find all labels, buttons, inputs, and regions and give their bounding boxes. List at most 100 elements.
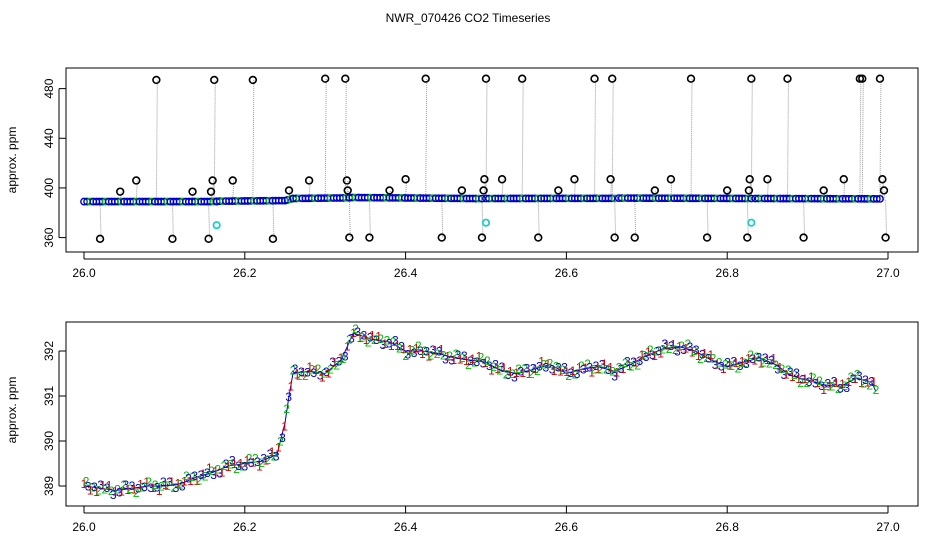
point-symbol: 3: [141, 480, 148, 494]
point-symbol: 1: [407, 342, 414, 356]
point-symbol: 1: [256, 460, 263, 474]
spike-line: [690, 78, 693, 199]
point-symbol: 3: [279, 431, 286, 445]
point-symbol: 2: [616, 360, 623, 374]
point-symbol: 3: [486, 359, 493, 373]
flagged-point: [481, 74, 491, 83]
point-symbol: 1: [168, 475, 175, 489]
point-symbol: 1: [294, 367, 301, 381]
point-symbol: 1: [231, 457, 238, 471]
point-symbol: 1: [770, 352, 777, 366]
flagged-point: [132, 176, 141, 185]
point-symbol: 3: [731, 354, 738, 368]
flagged-point: [268, 234, 278, 244]
flagged-point: [304, 176, 314, 185]
point-symbol: 3: [593, 359, 600, 373]
spike-line: [441, 198, 444, 238]
point-symbol: 2: [321, 367, 328, 381]
top-spike-lines: [99, 78, 888, 239]
spike-line: [212, 180, 215, 202]
point-symbol: 3: [229, 454, 236, 468]
point-symbol: 2: [333, 358, 340, 372]
point-symbol: 2: [816, 374, 823, 388]
point-symbol: 2: [829, 380, 836, 394]
point-symbol: 2: [365, 335, 372, 349]
point-symbol: 3: [166, 475, 173, 489]
point-symbol: 1: [313, 363, 320, 377]
point-symbol: 3: [655, 344, 662, 358]
point-symbol: 3: [693, 343, 700, 357]
point-symbol: 3: [524, 362, 531, 376]
point-symbol: 3: [336, 355, 343, 369]
point-symbol: 2: [603, 362, 610, 376]
flagged-point: [608, 74, 617, 83]
point-symbol: 2: [127, 482, 134, 496]
top-flagged-points: [95, 74, 890, 244]
point-symbol: 2: [246, 452, 253, 466]
point-symbol: 3: [718, 360, 725, 374]
point-symbol: 1: [607, 360, 614, 374]
point-symbol: 2: [747, 348, 754, 362]
point-symbol: 1: [538, 355, 545, 369]
point-symbol: 3: [342, 349, 349, 363]
flagged-point: [666, 175, 676, 184]
flagged-point: [479, 186, 488, 195]
point-symbol: 2: [171, 481, 178, 495]
flagged-point: [206, 187, 216, 196]
top-plot-frame: [65, 67, 919, 253]
point-symbol: 1: [482, 356, 489, 370]
spike-line: [594, 78, 597, 199]
point-symbol: 3: [687, 340, 694, 354]
point-symbol: 2: [465, 358, 472, 372]
point-symbol: 1: [488, 364, 495, 378]
point-symbol: 2: [659, 342, 666, 356]
baseline-point: [610, 194, 619, 203]
point-symbol: 2: [584, 357, 591, 371]
bottom-y-tick-label: 392: [42, 341, 56, 361]
point-symbol: 2: [327, 362, 334, 376]
spike-line: [288, 190, 291, 200]
point-symbol: 3: [825, 376, 832, 390]
point-symbol: 2: [120, 478, 127, 492]
point-symbol: 1: [225, 460, 232, 474]
spike-line: [208, 201, 211, 239]
point-symbol: 1: [601, 357, 608, 371]
flagged-point: [152, 75, 161, 85]
flagged-point: [606, 175, 615, 184]
point-symbol: 1: [871, 375, 878, 389]
point-symbol: 1: [664, 339, 671, 353]
point-symbol: 1: [695, 349, 702, 363]
point-symbol: 1: [125, 483, 132, 497]
point-symbol: 2: [359, 330, 366, 344]
flagged-point: [284, 186, 294, 195]
point-symbol: 3: [361, 329, 368, 343]
point-symbol: 1: [507, 365, 514, 379]
point-symbol: 2: [283, 402, 290, 416]
point-symbol: 1: [175, 477, 182, 491]
flagged-point: [875, 74, 885, 83]
top-baseline-series: [80, 193, 884, 206]
top-x-tick-label: 26.8: [716, 266, 740, 280]
flagged-point: [858, 74, 867, 83]
top-x-tick-label: 26.2: [233, 266, 257, 280]
point-symbol: 3: [555, 360, 562, 374]
point-symbol: 1: [588, 365, 595, 379]
point-symbol: 2: [559, 363, 566, 377]
point-symbol: 1: [820, 383, 827, 397]
point-symbol: 2: [95, 484, 102, 498]
point-symbol: 3: [818, 379, 825, 393]
point-symbol: 2: [685, 337, 692, 351]
point-symbol: 1: [469, 352, 476, 366]
point-symbol: 2: [728, 359, 735, 373]
spike-line: [344, 78, 347, 198]
point-symbol: 1: [852, 372, 859, 386]
point-symbol: 2: [766, 356, 773, 370]
point-symbol: 1: [476, 350, 483, 364]
point-symbol: 3: [712, 358, 719, 372]
bottom-x-tick-label: 26.2: [233, 520, 257, 534]
point-symbol: 1: [494, 362, 501, 376]
point-symbol: 2: [866, 379, 873, 393]
point-symbol: 2: [716, 355, 723, 369]
point-symbol: 3: [768, 353, 775, 367]
point-symbol: 3: [417, 344, 424, 358]
